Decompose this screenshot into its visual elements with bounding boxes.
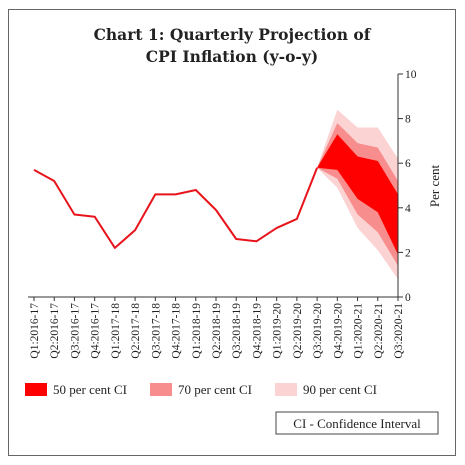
x-tick-label-8: Q1:2018-19	[191, 303, 203, 359]
x-tick-label-13: Q2:2019-20	[292, 303, 304, 359]
y-tick-label-4: 8	[405, 114, 411, 126]
x-tick-label-9: Q2:2018-19	[211, 303, 223, 359]
y-tick-label-3: 6	[405, 158, 411, 170]
x-tick-label-17: Q2:2020-21	[373, 303, 385, 359]
legend-swatch-2	[275, 383, 297, 396]
y-tick-label-2: 4	[405, 203, 411, 215]
x-tick-label-10: Q3:2018-19	[231, 303, 243, 359]
legend-swatch-1	[150, 383, 172, 396]
series-line-0	[33, 167, 319, 249]
x-tick-label-16: Q1:2020-21	[353, 303, 365, 359]
y-tick-label-0: 0	[405, 292, 411, 304]
legend-swatch-0	[25, 383, 47, 396]
x-tick-label-15: Q4:2019-20	[332, 303, 344, 359]
x-tick-label-7: Q4:2017-18	[171, 303, 183, 359]
ci-band-2	[317, 134, 398, 255]
note-box: CI - Confidence Interval	[275, 411, 439, 435]
legend: 50 per cent CI 70 per cent CI 90 per cent …	[25, 382, 377, 397]
legend-label-2: 90 per cent CI	[303, 382, 377, 397]
axes: 0 2 4 6 8 10 Q1:2016-17 Q2:2016-17 Q3:2016-17 Q4:…	[28, 69, 417, 359]
note-text: CI - Confidence Interval	[293, 416, 421, 431]
x-tick-label-18: Q3:2020-21	[393, 303, 405, 359]
x-tick-label-6: Q3:2017-18	[150, 303, 162, 359]
y-tick-label-1: 2	[405, 247, 411, 259]
x-tick-label-14: Q3:2019-20	[312, 303, 324, 359]
legend-label-1: 70 per cent CI	[178, 382, 252, 397]
legend-label-0: 50 per cent CI	[53, 382, 127, 397]
x-tick-label-12: Q1:2019-20	[272, 303, 284, 359]
note-box-border	[275, 411, 439, 435]
y-axis-title: Per cent	[427, 164, 442, 207]
series-layer	[33, 167, 319, 249]
y-tick-label-5: 10	[405, 69, 417, 81]
x-tick-label-0: Q1:2016-17	[29, 303, 41, 359]
x-tick-label-1: Q2:2016-17	[49, 303, 61, 359]
x-tick-label-11: Q4:2018-19	[251, 303, 263, 359]
x-tick-label-5: Q2:2017-18	[130, 303, 142, 359]
chart-title-line-2: CPI Inflation (y-o-y)	[146, 47, 318, 66]
chart-title-line-1: Chart 1: Quarterly Projection of	[94, 25, 372, 44]
x-tick-label-4: Q1:2017-18	[110, 303, 122, 359]
x-tick-label-3: Q4:2016-17	[90, 303, 102, 359]
x-tick-label-2: Q3:2016-17	[69, 303, 81, 359]
confidence-bands	[317, 109, 398, 280]
